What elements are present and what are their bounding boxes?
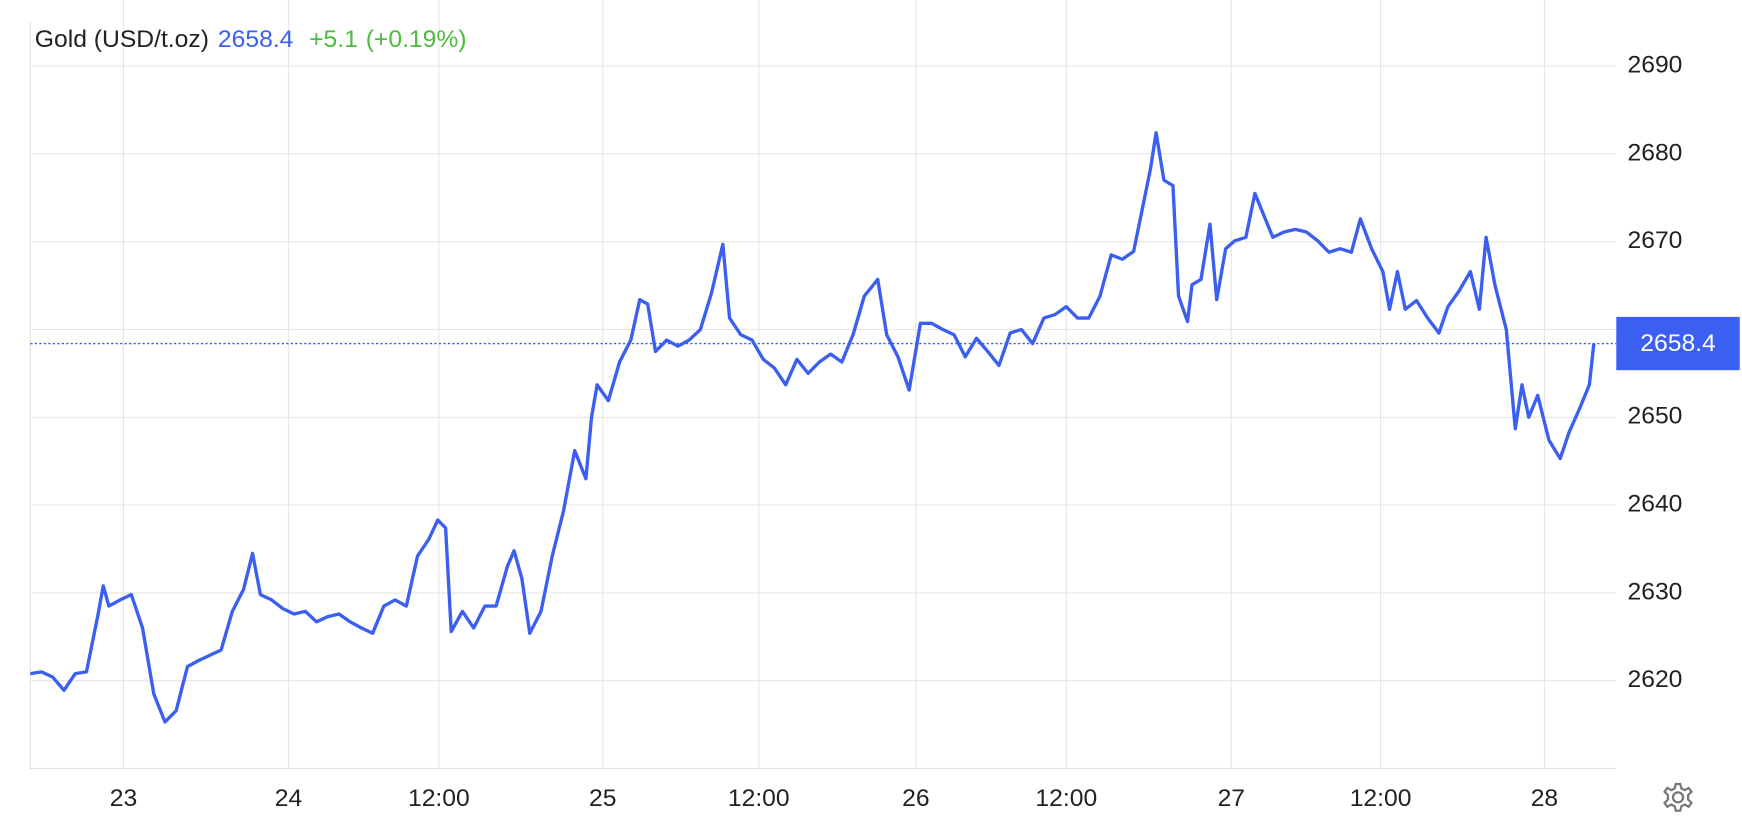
x-tick-label: 24	[275, 785, 302, 812]
price-line	[30, 131, 1596, 724]
x-tick-label: 12:00	[1035, 785, 1097, 812]
x-tick-label: 12:00	[408, 785, 470, 812]
last-price-label: 2658.4	[1640, 330, 1715, 357]
header-change-pct: (+0.19%)	[366, 27, 467, 54]
y-tick-label: 2630	[1628, 578, 1683, 605]
marks	[30, 131, 1617, 724]
gear-hole	[1671, 791, 1685, 804]
x-tick-label: 27	[1218, 785, 1245, 812]
y-tick-label: 2690	[1628, 52, 1683, 79]
grid: 26202630264026502660267026802690232412:0…	[30, 0, 1682, 812]
y-tick-label: 2670	[1628, 227, 1683, 254]
x-tick-label: 28	[1531, 785, 1558, 812]
header: Gold (USD/t.oz) 2658.4 +5.1 (+0.19%)	[35, 27, 467, 54]
y-tick-label: 2640	[1628, 491, 1683, 518]
price-tag-group: 2658.4	[1616, 316, 1740, 371]
settings-icon[interactable]	[1663, 782, 1693, 812]
y-tick-label: 2680	[1628, 139, 1683, 166]
header-change: +5.1	[309, 27, 358, 54]
x-tick-label: 12:00	[1350, 785, 1412, 812]
header-price: 2658.4	[218, 27, 293, 54]
last-price-tag	[1616, 316, 1740, 371]
x-tick-label: 26	[902, 785, 929, 812]
y-tick-label: 2620	[1628, 666, 1683, 693]
x-tick-label: 23	[110, 785, 137, 812]
y-tick-label: 2650	[1628, 403, 1683, 430]
chart-title: Gold (USD/t.oz)	[35, 27, 209, 54]
x-tick-label: 12:00	[728, 785, 790, 812]
x-tick-label: 25	[589, 785, 616, 812]
gear-outline	[1663, 782, 1693, 812]
